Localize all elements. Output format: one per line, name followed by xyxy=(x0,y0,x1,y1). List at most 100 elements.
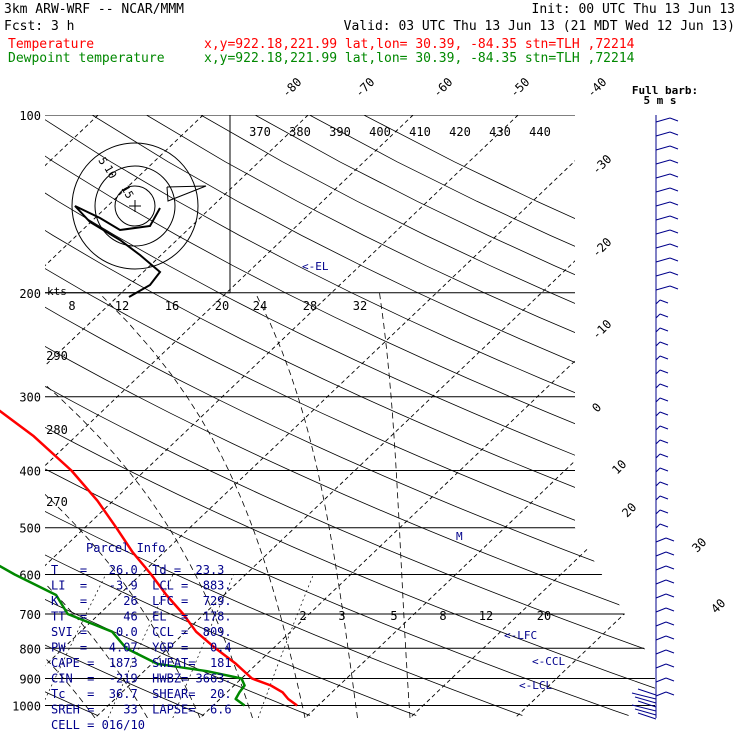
wind-barb-flag xyxy=(659,383,669,388)
wind-barb-flag xyxy=(665,621,675,626)
mixing-ratio-label: 2 xyxy=(299,609,306,623)
wind-barb xyxy=(655,481,661,487)
pressure-tick-label: 700 xyxy=(19,608,41,622)
wind-barb-flag xyxy=(659,481,669,486)
pressure-tick-label: 600 xyxy=(19,568,41,582)
wind-barb-flag xyxy=(659,299,669,304)
storm-motion-vector xyxy=(166,185,207,202)
wind-barb-flag xyxy=(669,257,679,262)
wind-barb xyxy=(655,131,671,137)
isotherm-label: -20 xyxy=(589,235,614,260)
wind-barb-flag xyxy=(659,509,669,514)
wind-key-line2: 5 m s xyxy=(643,94,676,107)
hodo-speed-label: 28 xyxy=(303,299,317,313)
wind-barb xyxy=(655,523,661,529)
wind-barb xyxy=(655,691,667,697)
wind-barb xyxy=(655,215,671,221)
wind-barb xyxy=(655,173,671,179)
wind-barb xyxy=(637,700,657,708)
init-time: Init: 00 UTC Thu 13 Jun 13 xyxy=(532,2,736,17)
wind-barb xyxy=(655,159,671,165)
wind-barb-flag xyxy=(665,663,675,668)
theta-label: 290 xyxy=(46,349,68,363)
wind-barb xyxy=(655,201,671,207)
theta-e-label: 390 xyxy=(329,125,351,139)
isotherm-line xyxy=(304,115,655,718)
pressure-tick-label: 1000 xyxy=(12,699,41,713)
pressure-tick-label: 800 xyxy=(19,642,41,656)
dry-adiabat-line xyxy=(45,115,655,716)
isotherm-label: -10 xyxy=(589,317,614,342)
wind-barb-flag xyxy=(659,397,669,402)
mixing-ratio-label: 20 xyxy=(537,609,551,623)
wind-barb-flag xyxy=(665,537,675,542)
wind-barb-flag xyxy=(665,565,675,570)
isotherm-line xyxy=(45,115,414,718)
theta-e-label: 400 xyxy=(369,125,391,139)
wind-barb xyxy=(655,565,667,571)
wind-barb xyxy=(655,663,667,669)
isotherm-label: 30 xyxy=(689,535,709,555)
wind-barb-flag xyxy=(669,243,679,248)
wind-barb-flag xyxy=(659,467,669,472)
wind-barb-flag xyxy=(659,425,669,430)
theta-e-label: 440 xyxy=(529,125,551,139)
wind-barb xyxy=(655,383,661,389)
isotherm-line xyxy=(94,115,655,718)
theta-label: 280 xyxy=(46,423,68,437)
temperature-profile xyxy=(0,409,298,707)
parcel-info-row: CIN = -219 HWBZ= 3663. xyxy=(51,672,232,686)
wind-barb-flag xyxy=(665,593,675,598)
isotherm-line xyxy=(409,115,655,718)
isotherm-label: 0 xyxy=(589,400,604,415)
level-marker: <-EL xyxy=(302,260,329,273)
wind-barb xyxy=(655,537,667,543)
forecast-hour: Fcst: 3 h xyxy=(4,19,74,34)
wind-barb xyxy=(655,579,667,585)
moist-adiabat-line xyxy=(379,292,411,718)
wind-barb xyxy=(655,285,671,291)
dry-adiabat-line xyxy=(91,115,655,716)
hodo-ring-label: 15 xyxy=(118,183,136,201)
parcel-info-row: PW = 4.07 YGP = 0.4 xyxy=(51,641,232,655)
wind-barb xyxy=(655,117,671,123)
wind-barb xyxy=(655,635,667,641)
wind-barb-flag xyxy=(665,677,675,682)
wind-barb-flag xyxy=(659,495,669,500)
parcel-info-row: LI = -3.9 LCL = 883. xyxy=(51,579,232,593)
parcel-info-row: SVI = 0.0 CCL = 809. xyxy=(51,625,232,639)
isotherm-label: 10 xyxy=(609,457,629,477)
wind-barb-flag xyxy=(659,453,669,458)
wind-barb-flag xyxy=(659,355,669,360)
wind-barb xyxy=(655,397,661,403)
isotherm-line xyxy=(514,115,655,718)
dry-adiabat-line xyxy=(45,115,417,716)
pressure-tick-label: 900 xyxy=(19,672,41,686)
valid-time: Valid: 03 UTC Thu 13 Jun 13 (21 MDT Wed … xyxy=(344,19,735,34)
parcel-info-row: CELL = 016/10 xyxy=(51,718,145,732)
wind-barb xyxy=(655,313,661,319)
moist-adiabat-line xyxy=(98,292,306,718)
parcel-info-row: K = 26 LFC = 729. xyxy=(51,594,232,608)
mixing-ratio-line xyxy=(107,574,174,718)
isotherm-label: -30 xyxy=(589,152,614,177)
level-marker: <-CCL xyxy=(532,655,565,668)
wind-barb xyxy=(655,411,661,417)
moist-adiabat-line xyxy=(45,292,201,718)
dry-adiabat-line xyxy=(45,115,655,716)
theta-e-label: 370 xyxy=(249,125,271,139)
pressure-tick-label: 400 xyxy=(19,465,41,479)
wind-barb xyxy=(655,145,671,151)
wind-barb-flag xyxy=(669,201,679,206)
mixing-ratio-line xyxy=(45,574,107,718)
wind-barb xyxy=(655,439,661,445)
isotherm-line xyxy=(45,115,309,718)
wind-barb xyxy=(655,229,671,235)
moist-adiabat-line xyxy=(255,292,358,718)
level-marker: <-LCL xyxy=(519,679,552,692)
parcel-info-row: TT = 46 EL = 178. xyxy=(51,610,232,624)
isotherm-line xyxy=(45,115,624,718)
theta-label: 270 xyxy=(46,495,68,509)
wind-barb xyxy=(655,257,671,263)
